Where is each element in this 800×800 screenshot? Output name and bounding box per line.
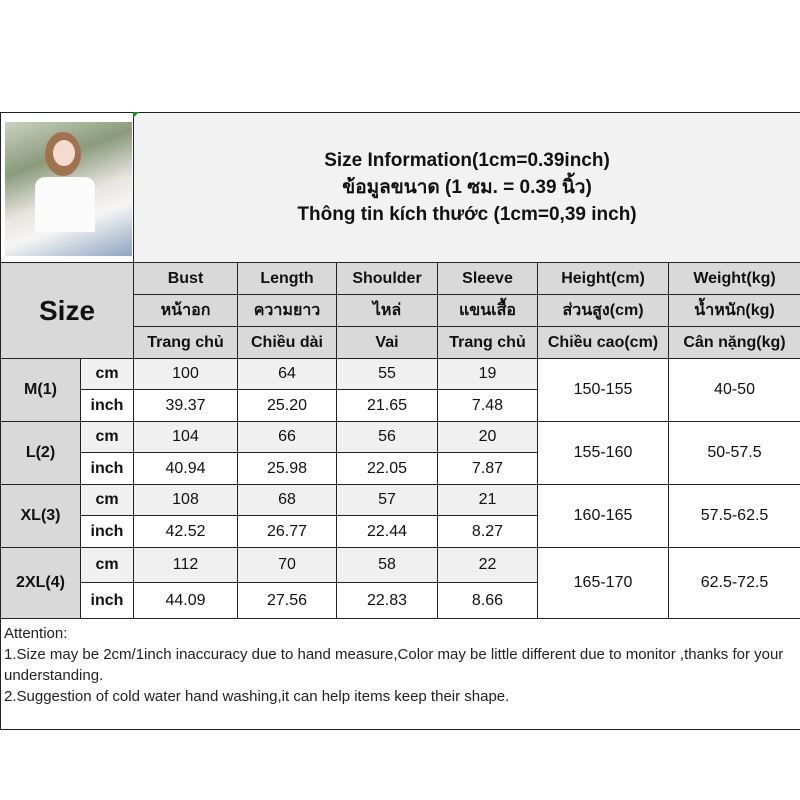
size-label: M(1) [0,358,81,422]
measurement-inch: 22.83 [336,582,438,619]
measurement-cm: 68 [237,484,337,516]
measurement-inch: 25.98 [237,452,337,485]
measurement-cm: 112 [133,547,238,583]
height-range: 160-165 [537,484,669,548]
measurement-inch: 8.66 [437,582,538,619]
measurement-cm: 55 [336,358,438,390]
measurement-inch: 39.37 [133,389,238,422]
measurement-inch: 44.09 [133,582,238,619]
measurement-cm: 104 [133,421,238,453]
measurement-inch: 26.77 [237,515,337,548]
measurement-inch: 27.56 [237,582,337,619]
measurement-cm: 100 [133,358,238,390]
measurement-cm: 21 [437,484,538,516]
height-range: 150-155 [537,358,669,422]
attention-line-1: 1.Size may be 2cm/1inch inaccuracy due t… [4,646,784,684]
col-header-vi: Chiều cao(cm) [537,326,669,359]
col-header-vi: Trang chủ [133,326,238,359]
unit-inch: inch [80,582,134,619]
measurement-cm: 22 [437,547,538,583]
col-header-en: Shoulder [336,262,438,295]
col-header-th: หน้าอก [133,294,238,327]
col-header-en: Sleeve [437,262,538,295]
measurement-inch: 22.05 [336,452,438,485]
measurement-cm: 57 [336,484,438,516]
col-header-th: ไหล่ [336,294,438,327]
size-chart-table: Size Information(1cm=0.39inch) ข้อมูลขนา… [0,112,800,730]
col-header-vi: Cân nặng(kg) [667,326,800,359]
size-label: L(2) [0,421,81,485]
measurement-inch: 8.27 [437,515,538,548]
col-header-vi: Chiều dài [237,326,337,359]
unit-cm: cm [80,421,134,453]
unit-inch: inch [80,515,134,548]
attention-note: Attention: 1.Size may be 2cm/1inch inacc… [0,618,800,730]
unit-inch: inch [80,452,134,485]
measurement-inch: 40.94 [133,452,238,485]
measurement-inch: 25.20 [237,389,337,422]
measurement-cm: 108 [133,484,238,516]
unit-cm: cm [80,484,134,516]
measurement-cm: 58 [336,547,438,583]
unit-inch: inch [80,389,134,422]
product-photo [5,121,132,256]
col-header-th: แขนเสื้อ [437,294,538,327]
weight-range: 62.5-72.5 [667,547,800,619]
height-range: 165-170 [537,547,669,619]
measurement-inch: 7.48 [437,389,538,422]
title-cell: Size Information(1cm=0.39inch) ข้อมูลขนา… [132,112,800,263]
measurement-cm: 20 [437,421,538,453]
measurement-cm: 70 [237,547,337,583]
measurement-inch: 22.44 [336,515,438,548]
title-english: Size Information(1cm=0.39inch) [324,150,610,171]
col-header-th: น้ำหนัก(kg) [667,294,800,327]
col-header-en: Bust [133,262,238,295]
measurement-cm: 56 [336,421,438,453]
size-header: Size [0,262,134,359]
measurement-inch: 42.52 [133,515,238,548]
weight-range: 50-57.5 [667,421,800,485]
weight-range: 40-50 [667,358,800,422]
col-header-vi: Vai [336,326,438,359]
col-header-en: Length [237,262,337,295]
product-photo-cell [0,112,134,263]
measurement-inch: 7.87 [437,452,538,485]
attention-line-2: 2.Suggestion of cold water hand washing,… [4,688,510,705]
measurement-cm: 64 [237,358,337,390]
measurement-cm: 66 [237,421,337,453]
cell-marker [133,112,139,118]
unit-cm: cm [80,358,134,390]
weight-range: 57.5-62.5 [667,484,800,548]
size-label: 2XL(4) [0,547,81,619]
size-label: XL(3) [0,484,81,548]
col-header-en: Height(cm) [537,262,669,295]
attention-heading: Attention: [4,625,68,642]
title-vietnamese: Thông tin kích thước (1cm=0,39 inch) [297,204,637,225]
measurement-inch: 21.65 [336,389,438,422]
col-header-th: ส่วนสูง(cm) [537,294,669,327]
unit-cm: cm [80,547,134,583]
col-header-en: Weight(kg) [667,262,800,295]
measurement-cm: 19 [437,358,538,390]
height-range: 155-160 [537,421,669,485]
col-header-th: ความยาว [237,294,337,327]
title-thai: ข้อมูลขนาด (1 ซม. = 0.39 นิ้ว) [342,177,592,198]
col-header-vi: Trang chủ [437,326,538,359]
